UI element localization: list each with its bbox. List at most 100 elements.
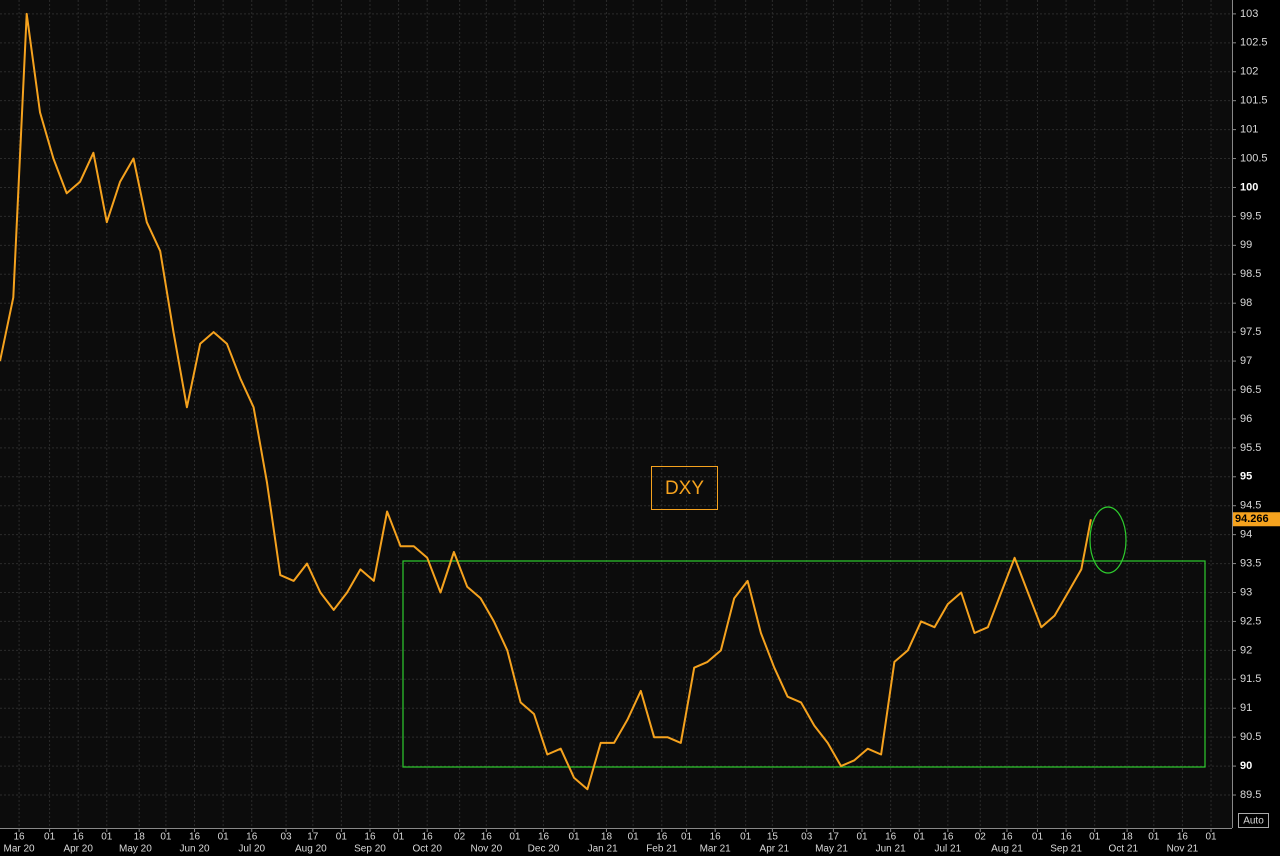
- month-label: May 21: [815, 844, 848, 855]
- x-tick-label: 16: [246, 832, 258, 843]
- x-tick-label: 16: [1177, 832, 1189, 843]
- y-tick-label: 93: [1240, 586, 1252, 598]
- month-label: Apr 20: [63, 844, 93, 855]
- x-tick-label: 03: [801, 832, 813, 843]
- x-tick-label: 01: [44, 832, 56, 843]
- x-tick-label: 18: [1122, 832, 1134, 843]
- x-tick-label: 01: [1205, 832, 1217, 843]
- x-tick-label: 16: [1001, 832, 1013, 843]
- y-tick-label: 101: [1240, 124, 1258, 136]
- x-tick-label: 18: [134, 832, 146, 843]
- y-tick-label: 91.5: [1240, 673, 1261, 685]
- y-tick-label: 89.5: [1240, 789, 1261, 801]
- x-tick-label: 01: [160, 832, 172, 843]
- y-tick-label: 94.5: [1240, 500, 1261, 512]
- y-tick-label: 98.5: [1240, 268, 1261, 280]
- month-label: Aug 20: [295, 844, 327, 855]
- x-tick-label: 15: [767, 832, 779, 843]
- x-tick-label: 02: [454, 832, 466, 843]
- x-tick-label: 01: [1148, 832, 1160, 843]
- y-tick-label: 99: [1240, 239, 1252, 251]
- x-tick-label: 01: [1032, 832, 1044, 843]
- x-tick-label: 16: [422, 832, 434, 843]
- x-tick-label: 01: [101, 832, 113, 843]
- month-label: Aug 21: [991, 844, 1023, 855]
- x-tick-label: 01: [914, 832, 926, 843]
- price-line: [0, 12, 1092, 791]
- month-label: Mar 20: [4, 844, 36, 855]
- month-label: Feb 21: [646, 844, 678, 855]
- x-tick-label: 01: [856, 832, 868, 843]
- x-tick-label: 16: [481, 832, 493, 843]
- y-tick-label: 96.5: [1240, 384, 1261, 396]
- x-tick-label: 16: [14, 832, 26, 843]
- x-tick-label: 01: [509, 832, 521, 843]
- y-tick-label: 92.5: [1240, 615, 1261, 627]
- x-tick-label: 16: [1061, 832, 1073, 843]
- x-tick-label: 01: [393, 832, 405, 843]
- month-label: May 20: [119, 844, 152, 855]
- month-label: Oct 21: [1109, 844, 1139, 855]
- x-tick-label: 16: [73, 832, 85, 843]
- month-label: Nov 20: [470, 844, 502, 855]
- y-tick-label: 103: [1240, 8, 1258, 20]
- x-tick-label: 01: [740, 832, 752, 843]
- month-label: Jul 21: [934, 844, 961, 855]
- scale-button-label[interactable]: Auto: [1243, 816, 1264, 827]
- y-tick-label: 93.5: [1240, 557, 1261, 569]
- x-tick-label: 16: [364, 832, 376, 843]
- y-tick-label: 102: [1240, 66, 1258, 78]
- plot-area: [0, 0, 1232, 828]
- last-value-label: 94.266: [1235, 513, 1269, 525]
- x-tick-label: 01: [218, 832, 230, 843]
- month-label: Sep 20: [354, 844, 386, 855]
- x-tick-label: 17: [307, 832, 319, 843]
- x-tick-label: 16: [189, 832, 201, 843]
- x-tick-label: 03: [281, 832, 293, 843]
- y-tick-label: 91: [1240, 702, 1252, 714]
- y-tick-label: 95.5: [1240, 442, 1261, 454]
- y-tick-label: 100: [1240, 181, 1258, 193]
- y-tick-label: 100.5: [1240, 152, 1268, 164]
- x-tick-label: 17: [828, 832, 840, 843]
- y-tick-label: 90.5: [1240, 731, 1261, 743]
- x-tick-label: 16: [710, 832, 722, 843]
- y-tick-label: 90: [1240, 760, 1252, 772]
- x-tick-label: 01: [681, 832, 693, 843]
- y-tick-label: 94: [1240, 529, 1252, 541]
- month-label: Apr 21: [760, 844, 790, 855]
- month-label: Jun 21: [876, 844, 906, 855]
- y-tick-label: 99.5: [1240, 210, 1261, 222]
- y-tick-label: 92: [1240, 644, 1252, 656]
- month-label: Jul 20: [238, 844, 265, 855]
- x-tick-label: 16: [942, 832, 954, 843]
- y-tick-label: 102.5: [1240, 37, 1268, 49]
- annotation-box: [651, 466, 718, 510]
- y-tick-label: 97.5: [1240, 326, 1261, 338]
- x-tick-label: 01: [568, 832, 580, 843]
- scale-button[interactable]: [1238, 813, 1269, 828]
- range-box: [402, 560, 1206, 768]
- month-label: Nov 21: [1167, 844, 1199, 855]
- x-tick-label: 01: [1089, 832, 1101, 843]
- last-value-box: [1233, 512, 1280, 527]
- y-tick-label: 95: [1240, 471, 1252, 483]
- annotation: DXY: [665, 478, 704, 499]
- breakout-circle: [1089, 506, 1127, 574]
- x-tick-label: 16: [656, 832, 668, 843]
- month-label: Oct 20: [412, 844, 442, 855]
- y-tick-label: 97: [1240, 355, 1252, 367]
- month-label: Mar 21: [700, 844, 732, 855]
- x-tick-label: 16: [538, 832, 550, 843]
- y-tick-label: 101.5: [1240, 95, 1268, 107]
- y-tick-label: 96: [1240, 413, 1252, 425]
- x-tick-label: 18: [601, 832, 613, 843]
- y-tick-label: 98: [1240, 297, 1252, 309]
- x-tick-label: 02: [975, 832, 987, 843]
- x-tick-label: 01: [628, 832, 640, 843]
- month-label: Jan 21: [588, 844, 618, 855]
- month-label: Sep 21: [1050, 844, 1082, 855]
- x-tick-label: 16: [885, 832, 897, 843]
